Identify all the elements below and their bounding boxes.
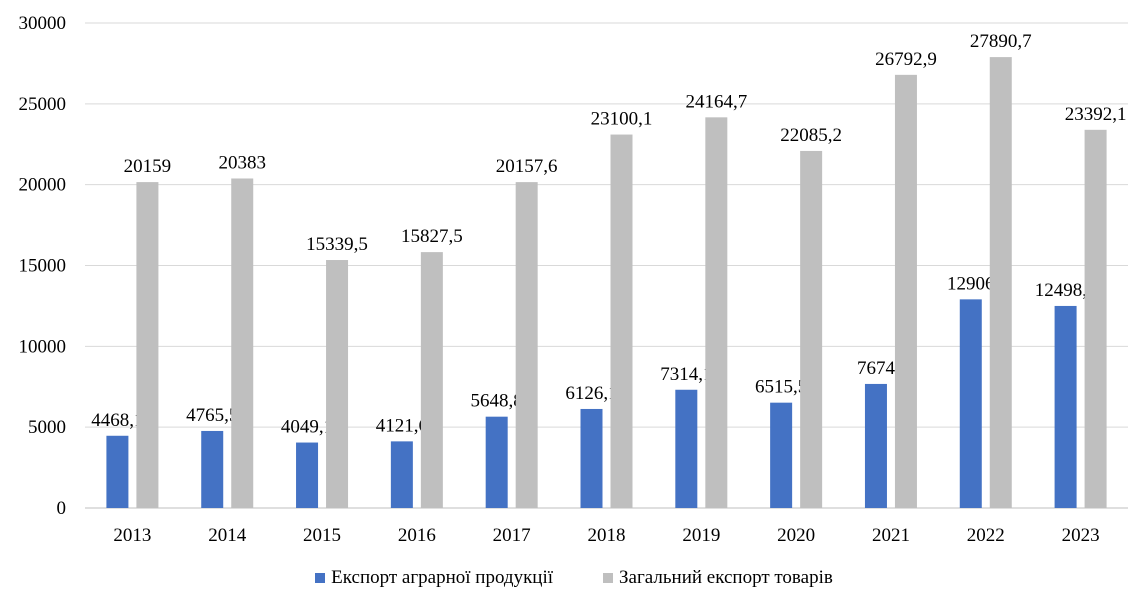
bar-agri-export — [864, 383, 887, 508]
legend-swatch-agri — [315, 573, 326, 583]
bar-agri-export — [390, 441, 413, 508]
x-tick-label: 2019 — [682, 525, 720, 546]
x-tick-label: 2021 — [872, 525, 910, 546]
legend-label-total: Загальний експорт товарів — [619, 567, 833, 588]
bar-agri-export — [580, 408, 603, 508]
data-label-agri: 4121,6 — [376, 415, 428, 436]
data-label-total: 27890,7 — [970, 31, 1032, 52]
data-label-agri: 4049,1 — [281, 417, 333, 438]
bar-total-export — [515, 182, 538, 508]
bar-total-export — [989, 57, 1012, 509]
data-label-agri: 6515,5 — [755, 377, 807, 398]
data-label-total: 15339,5 — [306, 234, 368, 255]
legend-label-agri: Експорт аграрної продукції — [331, 567, 554, 588]
bar-agri-export — [106, 435, 129, 508]
x-tick-label: 2016 — [398, 525, 436, 546]
bar-total-export — [800, 150, 823, 508]
data-label-agri: 7674 — [857, 358, 896, 379]
bar-total-export — [894, 74, 917, 508]
data-label-total: 22085,2 — [780, 125, 842, 146]
y-tick-label: 20000 — [19, 175, 67, 196]
bar-chart: 0 5000 10000 15000 20000 25000 30000 4468,1 2015… — [19, 13, 1128, 546]
bar-agri-export — [201, 430, 224, 508]
y-tick-label: 15000 — [19, 256, 67, 277]
bar-total-export — [610, 134, 633, 508]
bar-total-export — [420, 252, 443, 508]
bar-total-export — [1084, 129, 1107, 509]
data-label-total: 26792,9 — [875, 49, 937, 70]
data-label-agri: 6126,1 — [565, 383, 617, 404]
bar-agri-export — [1054, 305, 1077, 508]
bar-total-export — [326, 260, 349, 508]
data-label-agri: 5648,8 — [471, 391, 523, 412]
x-tick-label: 2014 — [208, 525, 247, 546]
data-label-total: 23392,1 — [1065, 104, 1127, 125]
legend-item-total: Загальний експорт товарів — [603, 567, 833, 589]
bar-total-export — [136, 182, 159, 508]
y-tick-label: 25000 — [19, 94, 67, 115]
y-tick-label: 10000 — [19, 336, 67, 357]
y-tick-label: 5000 — [28, 417, 66, 438]
data-label-total: 20159 — [124, 156, 172, 177]
data-label-total: 24164,7 — [685, 91, 747, 112]
bar-agri-export — [296, 442, 319, 508]
x-tick-label: 2013 — [113, 525, 151, 546]
legend-swatch-total — [603, 573, 614, 583]
x-tick-label: 2020 — [777, 525, 815, 546]
data-label-agri: 12906 — [947, 273, 995, 294]
x-tick-label: 2018 — [588, 525, 626, 546]
data-label-total: 15827,5 — [401, 226, 463, 247]
data-label-total: 20383 — [218, 152, 266, 173]
x-tick-label: 2017 — [493, 525, 531, 546]
bar-total-export — [705, 117, 728, 509]
data-label-total: 23100,1 — [591, 109, 653, 130]
bar-agri-export — [959, 299, 982, 508]
y-tick-label: 0 — [57, 498, 67, 519]
x-tick-label: 2022 — [967, 525, 1005, 546]
data-label-agri: 12498,1 — [1035, 280, 1097, 301]
data-label-agri: 4765,5 — [186, 405, 238, 426]
y-tick-label: 30000 — [19, 13, 67, 34]
bar-agri-export — [675, 389, 698, 508]
data-label-total: 20157,6 — [496, 156, 558, 177]
bar-agri-export — [770, 402, 793, 508]
legend: Експорт аграрної продукції Загальний екс… — [0, 567, 1148, 589]
bar-total-export — [231, 178, 254, 508]
legend-item-agri: Експорт аграрної продукції — [315, 567, 553, 589]
bar-agri-export — [485, 416, 508, 508]
x-tick-label: 2023 — [1062, 525, 1100, 546]
data-label-agri: 4468,1 — [91, 410, 143, 431]
data-label-agri: 7314,1 — [660, 364, 712, 385]
x-tick-label: 2015 — [303, 525, 341, 546]
